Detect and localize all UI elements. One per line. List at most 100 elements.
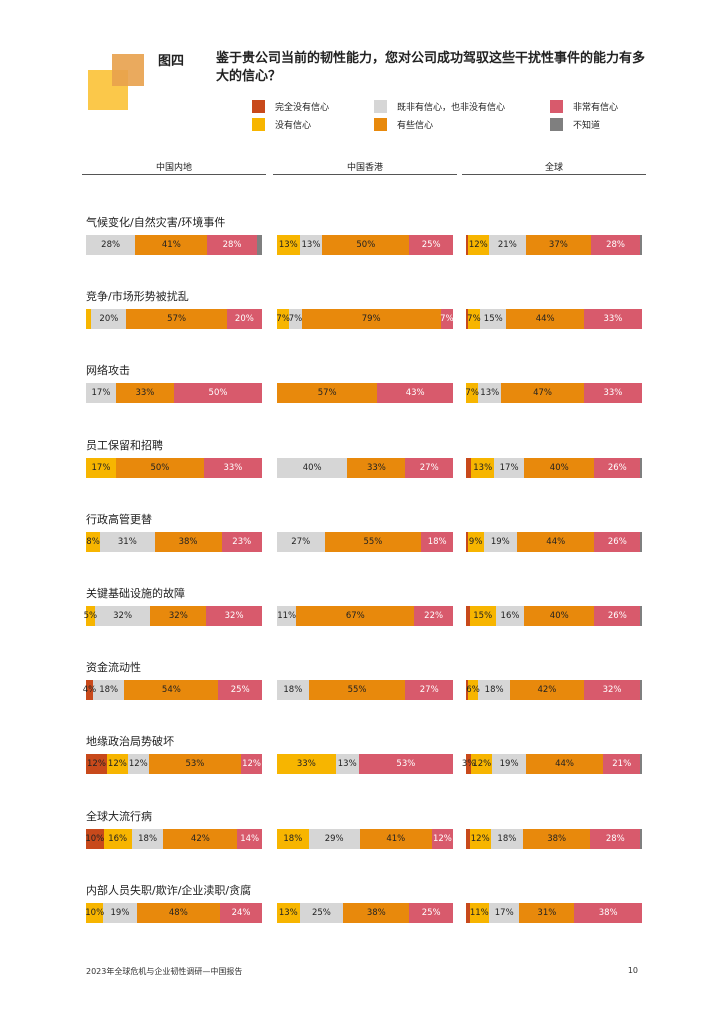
bar-segment-some: 55% bbox=[324, 531, 422, 552]
data-label: 41% bbox=[386, 833, 406, 844]
bar-segment-very: 50% bbox=[173, 383, 262, 404]
bar-segment-neutral: 19% bbox=[483, 531, 518, 552]
bar-segment-some: 42% bbox=[163, 828, 238, 849]
bar-segment-some: 57% bbox=[126, 309, 227, 330]
legend-item-low: 没有信心 bbox=[252, 118, 311, 131]
bar-segment-neutral: 29% bbox=[308, 828, 360, 849]
region-header-2: 全球 bbox=[544, 163, 563, 173]
bar-segment-some: 50% bbox=[322, 235, 410, 255]
legend-label-none: 完全没有信心 bbox=[275, 103, 330, 113]
region-underline-2 bbox=[462, 174, 646, 175]
data-label: 25% bbox=[421, 240, 441, 250]
figure-label: 图四 bbox=[158, 54, 185, 69]
stacked-bar: 17% 50% 33% bbox=[86, 457, 262, 478]
data-label: 18% bbox=[484, 685, 504, 696]
bar-segment-neutral: 18% bbox=[131, 828, 164, 849]
data-label: 20% bbox=[234, 314, 254, 325]
data-label: 14% bbox=[240, 833, 260, 844]
bar-segment-none bbox=[466, 531, 468, 552]
bar-segment-unknown bbox=[640, 457, 642, 478]
bar-segment-low: 9% bbox=[467, 531, 484, 552]
data-label: 7% bbox=[465, 388, 479, 399]
data-label: 40% bbox=[302, 462, 322, 473]
stacked-bar: 3% 12% 19% 44% 21% bbox=[462, 754, 642, 775]
data-label: 38% bbox=[178, 536, 198, 547]
data-label: 7% bbox=[440, 314, 454, 325]
data-label: 12% bbox=[470, 833, 490, 844]
data-label: 13% bbox=[473, 462, 493, 473]
bar-segment-some: 33% bbox=[115, 383, 174, 404]
category-label: 员工保留和招聘 bbox=[86, 438, 163, 452]
bar-segment-none bbox=[466, 309, 468, 330]
data-label: 17% bbox=[499, 462, 519, 473]
bar-segment-very: 26% bbox=[594, 606, 641, 626]
data-label: 13% bbox=[480, 388, 500, 399]
bar-segment-some: 41% bbox=[135, 235, 208, 255]
bar-segment-very: 33% bbox=[203, 457, 262, 478]
data-label: 50% bbox=[150, 462, 170, 473]
data-label: 37% bbox=[548, 240, 568, 250]
bar-segment-neutral: 27% bbox=[277, 531, 325, 552]
bar-segment-neutral: 40% bbox=[277, 457, 348, 478]
data-label: 12% bbox=[128, 759, 148, 770]
data-label: 25% bbox=[311, 907, 331, 918]
bar-segment-neutral: 25% bbox=[299, 902, 344, 923]
bar-segment-neutral: 18% bbox=[92, 680, 125, 701]
bar-segment-very: 33% bbox=[583, 383, 642, 404]
data-label: 4% bbox=[82, 685, 97, 696]
stacked-bar: 7% 15% 44% 33% bbox=[466, 309, 642, 330]
legend-item-very: 非常有信心 bbox=[550, 100, 618, 113]
bar-segment-neutral: 15% bbox=[480, 309, 507, 330]
bar-segment-none: 12% bbox=[86, 754, 107, 775]
bar-segment-very: 32% bbox=[206, 606, 262, 626]
stacked-bar: 28% 41% 28% bbox=[86, 235, 262, 255]
data-label: 18% bbox=[138, 833, 158, 844]
data-label: 21% bbox=[612, 759, 632, 770]
bar-segment-none bbox=[466, 457, 472, 478]
bar-segment-neutral: 28% bbox=[86, 235, 136, 255]
data-label: 5% bbox=[83, 611, 98, 621]
data-label: 33% bbox=[296, 759, 316, 770]
legend-label-neutral: 既非有信心，也非没有信心 bbox=[397, 103, 506, 113]
data-label: 12% bbox=[107, 759, 127, 770]
bar-segment-very: 18% bbox=[421, 531, 453, 552]
data-label: 28% bbox=[605, 833, 625, 844]
bar-segment-neutral: 17% bbox=[494, 457, 525, 478]
bar-segment-low: 15% bbox=[469, 606, 496, 626]
bar-segment-very: 25% bbox=[409, 235, 453, 255]
stacked-bar: 11% 17% 31% 38% bbox=[466, 902, 642, 923]
data-label: 7% bbox=[288, 314, 303, 325]
data-label: 50% bbox=[356, 240, 376, 250]
data-label: 23% bbox=[232, 536, 252, 547]
data-label: 13% bbox=[278, 240, 298, 250]
bar-segment-very: 26% bbox=[594, 457, 641, 478]
stacked-bar: 8% 31% 38% 23% bbox=[86, 531, 262, 552]
data-label: 18% bbox=[283, 685, 303, 696]
data-label: 12% bbox=[472, 759, 492, 770]
stacked-bar: 12% 18% 38% 28% bbox=[466, 828, 642, 849]
data-label: 32% bbox=[224, 611, 244, 621]
bar-segment-low: 7% bbox=[276, 309, 290, 330]
bar-segment-some: 37% bbox=[525, 235, 591, 255]
data-label: 41% bbox=[161, 240, 181, 250]
bar-segment-none bbox=[466, 680, 468, 701]
data-label: 6% bbox=[466, 685, 480, 696]
bar-segment-neutral: 16% bbox=[495, 606, 525, 626]
stacked-bar: 4% 18% 54% 25% bbox=[82, 680, 262, 701]
stacked-bar: 7% 7% 79% 7% bbox=[276, 309, 454, 330]
data-label: 31% bbox=[117, 536, 137, 547]
bar-segment-some: 38% bbox=[154, 531, 222, 552]
data-label: 25% bbox=[421, 907, 441, 918]
bar-segment-unknown bbox=[640, 606, 642, 626]
bar-segment-some: 79% bbox=[301, 309, 441, 330]
data-label: 19% bbox=[110, 907, 130, 918]
bar-segment-none bbox=[466, 606, 470, 626]
bar-segment-low bbox=[86, 309, 92, 330]
region-underline-1 bbox=[273, 174, 457, 175]
bar-segment-none bbox=[466, 828, 470, 849]
data-label: 19% bbox=[490, 536, 510, 547]
bar-segment-very: 27% bbox=[405, 680, 453, 701]
category-label: 关键基础设施的故障 bbox=[86, 587, 185, 600]
data-label: 33% bbox=[366, 462, 386, 473]
data-label: 15% bbox=[483, 314, 503, 325]
